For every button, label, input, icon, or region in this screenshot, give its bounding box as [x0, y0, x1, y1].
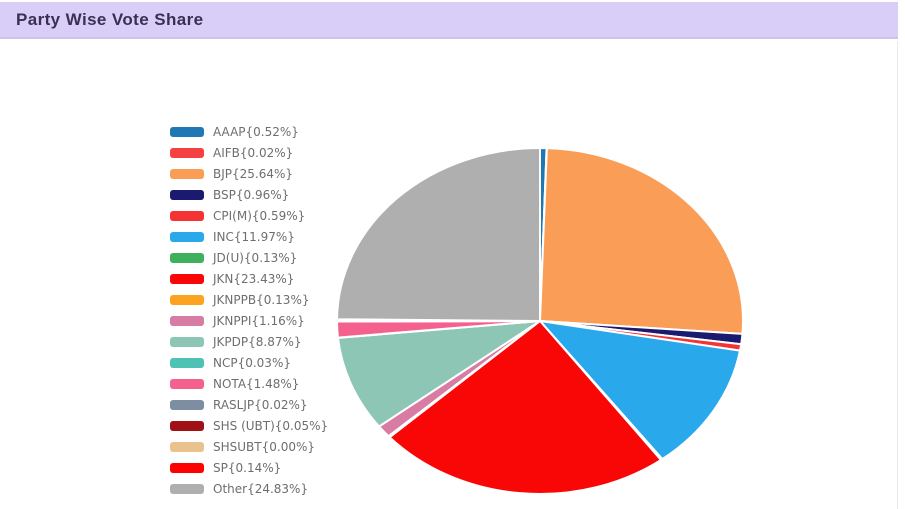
legend-item-sp[interactable]: SP{0.14%}: [170, 457, 328, 478]
legend-label: JKNPPB{0.13%}: [213, 292, 310, 307]
legend-swatch: [170, 189, 204, 200]
legend-swatch: [170, 273, 204, 284]
legend-item-jknppi[interactable]: JKNPPI{1.16%}: [170, 310, 328, 331]
legend-label: BJP{25.64%}: [213, 166, 294, 181]
legend-item-jdu[interactable]: JD(U){0.13%}: [170, 247, 328, 268]
legend-item-bsp[interactable]: BSP{0.96%}: [170, 184, 328, 205]
legend-label: SHS (UBT){0.05%}: [213, 418, 329, 433]
legend-swatch: [170, 168, 204, 179]
legend-item-inc[interactable]: INC{11.97%}: [170, 226, 328, 247]
pie-slice-jkpdp[interactable]: [336, 320, 541, 428]
legend-label: AIFB{0.02%}: [213, 145, 294, 160]
legend-item-jkn[interactable]: JKN{23.43%}: [170, 268, 328, 289]
legend-item-other[interactable]: Other{24.83%}: [170, 478, 328, 499]
legend-item-aifb[interactable]: AIFB{0.02%}: [170, 142, 328, 163]
chart-area: AAAP{0.52%} AIFB{0.02%} BJP{25.64%} BSP{0.9…: [0, 41, 897, 509]
legend-swatch: [170, 420, 204, 431]
legend-item-cpim[interactable]: CPI(M){0.59%}: [170, 205, 328, 226]
page-title: Party Wise Vote Share: [16, 9, 204, 29]
legend-item-rasljp[interactable]: RASLJP{0.02%}: [170, 394, 328, 415]
legend-item-bjp[interactable]: BJP{25.64%}: [170, 163, 328, 184]
header-bar: Party Wise Vote Share: [0, 2, 898, 39]
legend-item-ncp[interactable]: NCP{0.03%}: [170, 352, 328, 373]
legend-label: INC{11.97%}: [213, 229, 295, 244]
legend-label: JD(U){0.13%}: [213, 250, 298, 265]
legend-item-jknppb[interactable]: JKNPPB{0.13%}: [170, 289, 328, 310]
legend-swatch: [170, 210, 204, 221]
legend-label: SP{0.14%}: [213, 460, 282, 475]
legend-item-nota[interactable]: NOTA{1.48%}: [170, 373, 328, 394]
pie-slice-jkn[interactable]: [388, 320, 662, 495]
legend-label: JKN{23.43%}: [213, 271, 295, 286]
pie-chart: [335, 146, 744, 495]
right-edge-divider: [897, 41, 898, 509]
legend-item-shsubt[interactable]: SHS (UBT){0.05%}: [170, 415, 328, 436]
legend-swatch: [170, 462, 204, 473]
legend-swatch: [170, 147, 204, 158]
legend-label: CPI(M){0.59%}: [213, 208, 306, 223]
legend-item-shsubt[interactable]: SHSUBT{0.00%}: [170, 436, 328, 457]
legend-swatch: [170, 483, 204, 494]
pie-slice-inc[interactable]: [539, 320, 741, 461]
pie-slice-bjp[interactable]: [539, 147, 744, 335]
legend-label: NOTA{1.48%}: [213, 376, 300, 391]
legend-swatch: [170, 357, 204, 368]
chart-legend: AAAP{0.52%} AIFB{0.02%} BJP{25.64%} BSP{0.9…: [170, 121, 328, 499]
legend-label: SHSUBT{0.00%}: [213, 439, 315, 454]
legend-label: NCP{0.03%}: [213, 355, 291, 370]
legend-label: JKNPPI{1.16%}: [213, 313, 305, 328]
legend-swatch: [170, 315, 204, 326]
legend-label: RASLJP{0.02%}: [213, 397, 308, 412]
legend-swatch: [170, 126, 204, 137]
legend-swatch: [170, 399, 204, 410]
legend-item-jkpdp[interactable]: JKPDP{8.87%}: [170, 331, 328, 352]
legend-swatch: [170, 378, 204, 389]
legend-label: Other{24.83%}: [213, 481, 309, 496]
legend-label: JKPDP{8.87%}: [213, 334, 302, 349]
legend-swatch: [170, 336, 204, 347]
legend-swatch: [170, 252, 204, 263]
legend-swatch: [170, 441, 204, 452]
legend-label: BSP{0.96%}: [213, 187, 290, 202]
legend-label: AAAP{0.52%}: [213, 124, 299, 139]
legend-swatch: [170, 231, 204, 242]
legend-swatch: [170, 294, 204, 305]
pie-slice-other[interactable]: [336, 147, 541, 322]
legend-item-aaap[interactable]: AAAP{0.52%}: [170, 121, 328, 142]
